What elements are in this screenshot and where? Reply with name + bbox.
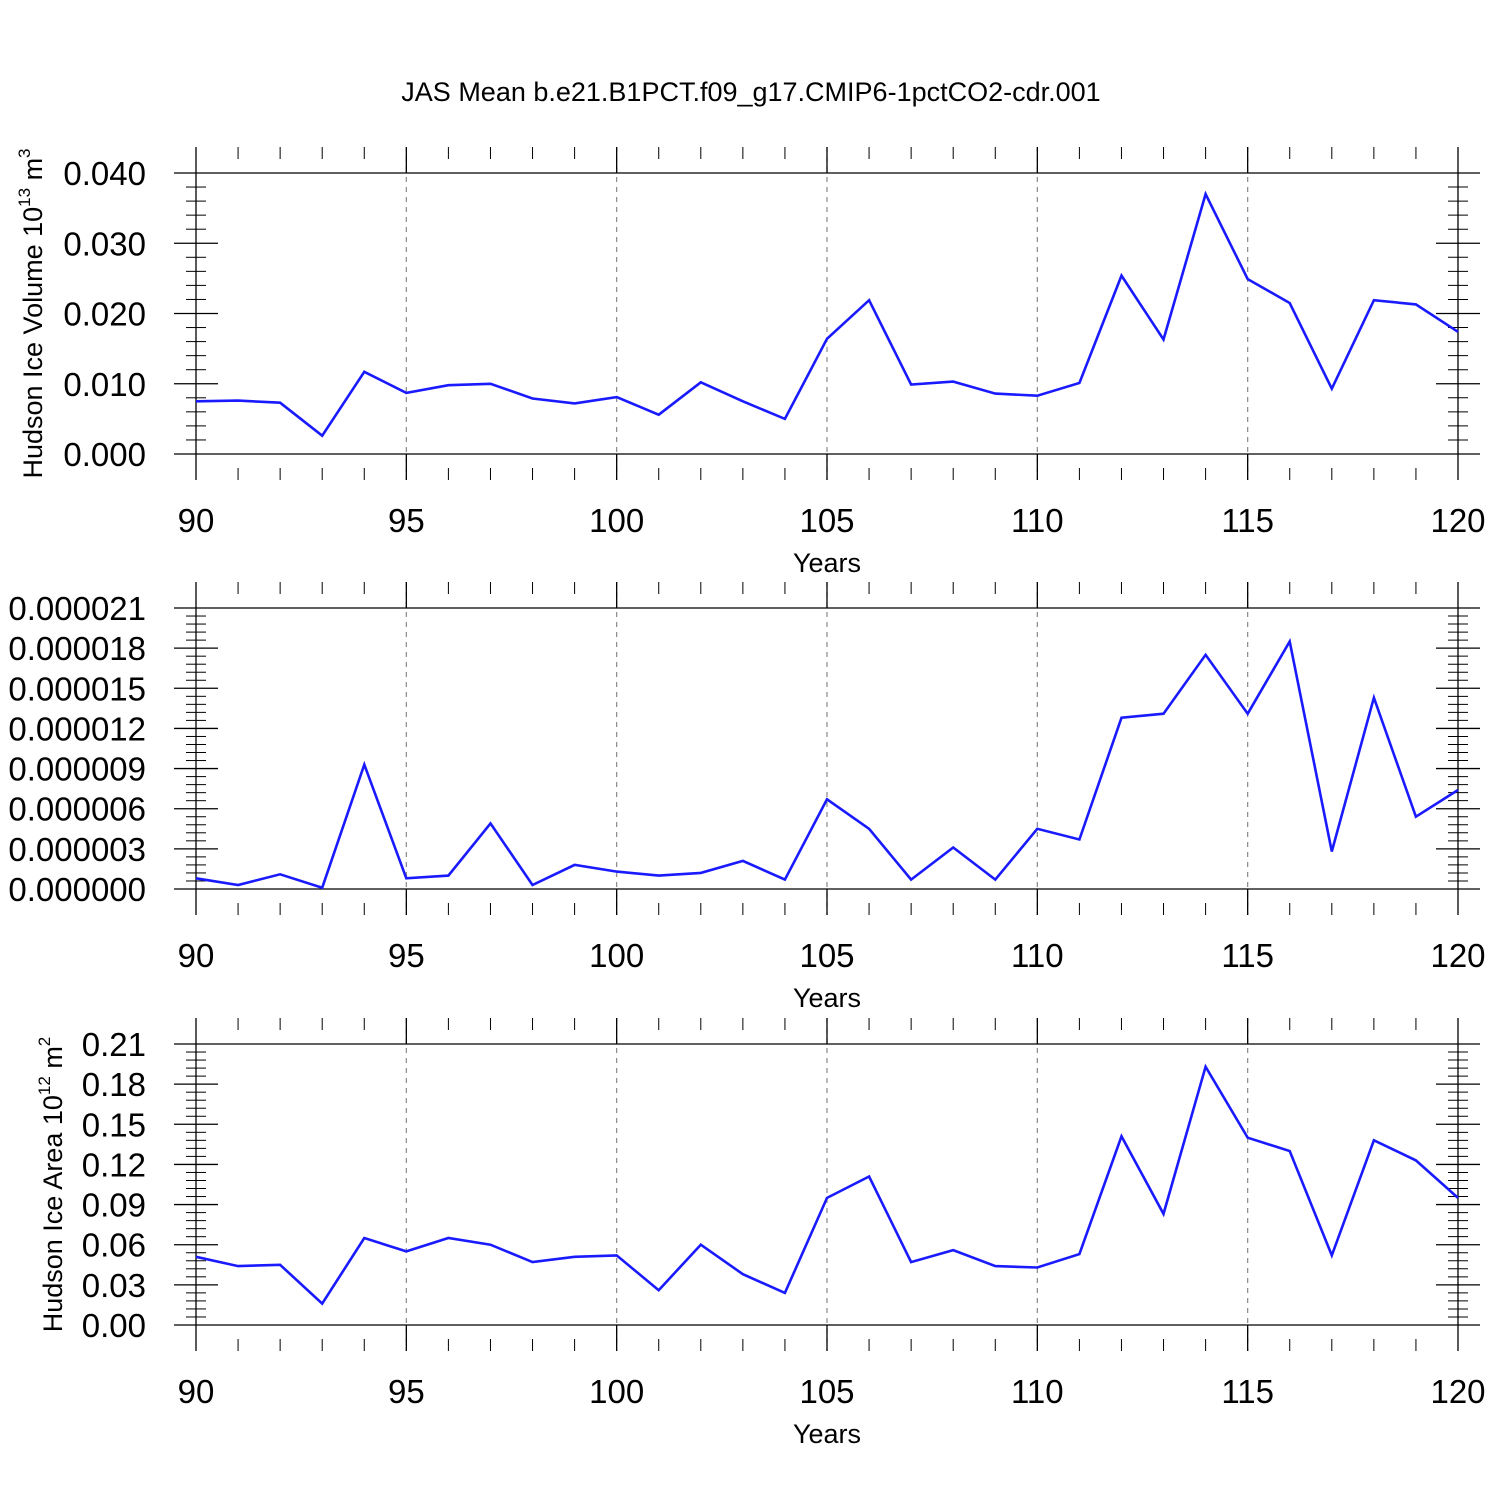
x-tick-label: 110 bbox=[1011, 1373, 1064, 1410]
y-tick-label: 0.000006 bbox=[8, 791, 146, 828]
x-tick-label: 120 bbox=[1430, 502, 1485, 539]
x-tick-label: 95 bbox=[388, 937, 425, 974]
y-tick-label: 0.21 bbox=[82, 1026, 146, 1063]
y-tick-label: 0.010 bbox=[63, 366, 146, 403]
x-tick-label: 90 bbox=[178, 937, 215, 974]
y-tick-label: 0.12 bbox=[82, 1146, 146, 1183]
panel-2: 90 95 100 105 110 115 1200.0000000.0000030.000… bbox=[8, 582, 1486, 1013]
panels: 90 95 100 105 110 115 120 0.000 0.010 0.020 0.030 0… bbox=[8, 147, 1486, 1449]
y-tick-label: 0.000021 bbox=[8, 590, 146, 627]
y-tick-label: 0.020 bbox=[63, 296, 146, 333]
x-axis-label: Years bbox=[793, 548, 861, 578]
x-tick-label: 115 bbox=[1221, 937, 1274, 974]
x-tick-label: 95 bbox=[388, 1373, 425, 1410]
x-axis-label: Years bbox=[793, 1419, 861, 1449]
x-tick-label: 115 bbox=[1221, 1373, 1274, 1410]
y-tick-label: 0.00 bbox=[82, 1307, 146, 1344]
x-tick-label: 105 bbox=[799, 502, 854, 539]
x-axis-label: Years bbox=[793, 983, 861, 1013]
y-tick-label: 0.000003 bbox=[8, 831, 146, 868]
x-tick-label: 110 bbox=[1011, 937, 1064, 974]
x-tick-label: 120 bbox=[1430, 1373, 1485, 1410]
x-tick-label: 100 bbox=[589, 1373, 644, 1410]
y-tick-label: 0.15 bbox=[82, 1106, 146, 1143]
y-axis-label: Hudson Ice Area 1012 m2 bbox=[35, 1037, 68, 1333]
x-tick-label: 100 bbox=[589, 502, 644, 539]
y-tick-label: 0.040 bbox=[63, 155, 146, 192]
panel-1: 90 95 100 105 110 115 120 0.000 0.010 0.020 0.030 0… bbox=[15, 147, 1486, 578]
y-tick-label: 0.030 bbox=[63, 225, 146, 262]
x-tick-label: 90 bbox=[178, 502, 215, 539]
x-tick-label: 95 bbox=[388, 502, 425, 539]
x-tick-label: 110 bbox=[1011, 502, 1064, 539]
y-axis-label: Hudson Ice Volume 1013 m3 bbox=[15, 148, 48, 478]
x-tick-label: 105 bbox=[799, 937, 854, 974]
y-tick-label: 0.000 bbox=[63, 436, 146, 473]
figure-title: JAS Mean b.e21.B1PCT.f09_g17.CMIP6-1pctC… bbox=[401, 77, 1100, 107]
y-tick-label: 0.03 bbox=[82, 1267, 146, 1304]
y-tick-label: 0.000000 bbox=[8, 871, 146, 908]
x-tick-label: 105 bbox=[799, 1373, 854, 1410]
x-tick-label: 115 bbox=[1221, 502, 1274, 539]
x-tick-label: 120 bbox=[1430, 937, 1485, 974]
y-tick-label: 0.09 bbox=[82, 1187, 146, 1224]
y-tick-label: 0.000012 bbox=[8, 710, 146, 747]
panel-3: 90 95 100 105 110 115 1200.000.030.060.090.120… bbox=[35, 1018, 1486, 1449]
y-tick-label: 0.000015 bbox=[8, 670, 146, 707]
x-tick-label: 90 bbox=[178, 1373, 215, 1410]
y-tick-label: 0.000009 bbox=[8, 751, 146, 788]
x-tick-label: 100 bbox=[589, 937, 644, 974]
y-tick-label: 0.18 bbox=[82, 1066, 146, 1103]
y-tick-label: 0.000018 bbox=[8, 630, 146, 667]
y-tick-label: 0.06 bbox=[82, 1227, 146, 1264]
